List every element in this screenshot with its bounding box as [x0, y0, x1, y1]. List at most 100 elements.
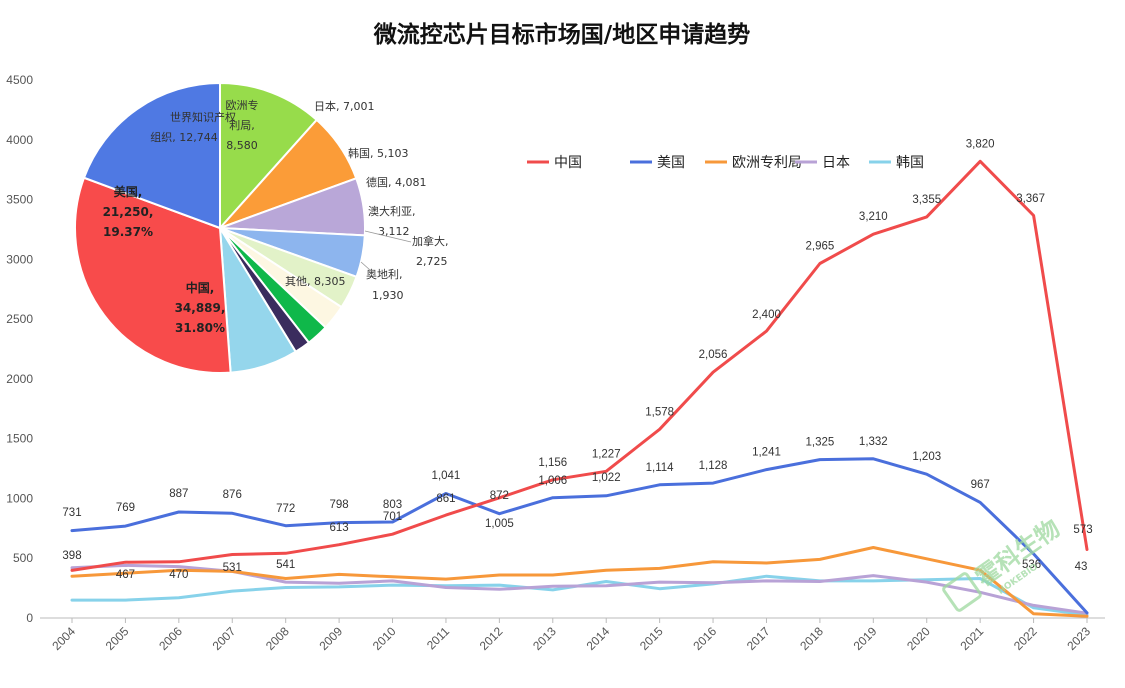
pie-label-china-name: 中国,	[186, 280, 215, 295]
pie-chart	[74, 81, 366, 374]
data-label-usa: 798	[330, 499, 349, 511]
data-label-usa: 772	[276, 503, 295, 515]
legend: 中国 美国 欧洲专利局 日本 韩国	[527, 155, 924, 171]
x-tick-label: 2012	[477, 624, 506, 653]
data-label-china: 467	[116, 569, 135, 581]
data-label-usa: 1,203	[912, 451, 941, 463]
pie-label-wipo-line2: 组织, 12,744	[150, 130, 217, 144]
pie-label-china-value: 34,889,	[175, 301, 226, 315]
pie-label-japan: 日本, 7,001	[314, 99, 374, 113]
pie-label-canada-line1: 加拿大,	[412, 234, 449, 248]
data-label-china: 541	[276, 559, 295, 571]
chart-title: 微流控芯片目标市场国/地区申请趋势	[373, 21, 750, 48]
data-label-usa: 769	[116, 502, 135, 514]
data-label-usa: 1,114	[646, 462, 675, 474]
pie-label-other: 其他, 8,305	[285, 275, 345, 288]
y-tick-label: 1500	[6, 432, 33, 446]
data-label-usa: 803	[383, 499, 402, 511]
x-tick-label: 2011	[424, 624, 452, 652]
pie-label-korea: 韩国, 5,103	[348, 146, 408, 160]
y-tick-label: 0	[26, 611, 33, 625]
series-line-1	[70, 457, 1089, 615]
y-tick-label: 2000	[6, 372, 33, 386]
series-line-2	[70, 546, 1089, 618]
x-tick-label: 2007	[210, 624, 239, 653]
x-tick-label: 2014	[584, 624, 613, 653]
x-tick-label: 2005	[103, 624, 132, 653]
y-tick-label: 2500	[6, 312, 33, 326]
data-label-china: 613	[330, 522, 349, 534]
x-tick-label: 2019	[851, 624, 880, 653]
pie-slice	[82, 81, 221, 230]
data-label-china: 1,156	[538, 457, 567, 469]
x-tick-label: 2023	[1064, 624, 1093, 653]
data-label-china: 701	[383, 511, 402, 523]
data-label-usa: 1,022	[592, 472, 621, 484]
pie-label-australia-line2: 3,112	[378, 225, 410, 238]
x-tick-label: 2018	[797, 624, 826, 653]
x-tick-label: 2004	[49, 624, 78, 653]
legend-label: 中国	[554, 155, 582, 171]
data-label-usa: 872	[490, 490, 509, 502]
data-label-usa: 43	[1075, 561, 1088, 573]
pie-label-austria-line1: 奥地利,	[366, 267, 403, 281]
pie-label-usa-name: 美国,	[114, 184, 143, 199]
data-label-china: 531	[223, 562, 242, 574]
data-label-china: 3,820	[966, 138, 995, 150]
x-tick-label: 2009	[316, 624, 345, 653]
pie-label-epo-line2: 利局,	[229, 119, 255, 132]
pie-label-australia-line1: 澳大利亚,	[368, 204, 416, 218]
y-tick-label: 4000	[6, 133, 33, 147]
pie-label-epo-line3: 8,580	[226, 139, 258, 152]
data-label-china: 1,227	[592, 448, 621, 460]
data-label-usa: 1,325	[806, 437, 835, 449]
x-tick-label: 2006	[156, 624, 185, 653]
data-label-china: 2,400	[752, 309, 781, 321]
data-label-usa: 536	[1022, 559, 1041, 571]
watermark-logo-icon	[942, 572, 982, 612]
x-tick-label: 2016	[690, 624, 719, 653]
pie-slice	[219, 81, 319, 231]
series-line-4	[70, 574, 1089, 617]
legend-label: 欧洲专利局	[732, 155, 802, 171]
x-tick-label: 2010	[370, 624, 399, 653]
pie-label-wipo-line1: 世界知识产权	[170, 110, 236, 124]
legend-label: 日本	[822, 155, 850, 171]
pie-slice	[74, 176, 232, 374]
data-label-china: 861	[436, 493, 455, 505]
y-tick-label: 500	[13, 551, 33, 565]
data-label-usa: 1,332	[859, 436, 888, 448]
data-label-usa: 887	[169, 488, 188, 500]
pie-label-austria-line2: 1,930	[372, 289, 404, 302]
y-tick-label: 3500	[6, 193, 33, 207]
data-label-china: 3,367	[1016, 193, 1045, 205]
x-tick-label: 2013	[530, 624, 559, 653]
pie-label-canada-line2: 2,725	[416, 255, 448, 268]
data-label-china: 1,005	[485, 518, 514, 530]
data-label-china: 2,965	[806, 241, 835, 253]
x-tick-label: 2021	[957, 624, 986, 653]
y-tick-label: 3000	[6, 252, 33, 266]
x-tick-label: 2015	[637, 624, 666, 653]
data-label-china: 3,210	[859, 211, 888, 223]
legend-label: 美国	[657, 155, 685, 171]
series-line-0	[70, 159, 1089, 572]
data-label-usa: 1,006	[538, 475, 567, 487]
pie-labels: 中国, 34,889, 31.80% 美国, 21,250, 19.37% 世界…	[103, 98, 449, 335]
pie-label-germany: 德国, 4,081	[366, 175, 426, 189]
pie-leader-lines	[360, 230, 412, 271]
data-label-china: 2,056	[699, 349, 728, 361]
pie-label-usa-pct: 19.37%	[103, 225, 153, 239]
x-tick-label: 2020	[904, 624, 933, 653]
pie-label-china-pct: 31.80%	[175, 321, 225, 335]
data-label-layer: 398 467 470 531 541 613 701 861 1,005 1,156 1,227 1…	[62, 138, 1092, 581]
x-tick-label: 2022	[1011, 624, 1040, 653]
line-layer	[70, 159, 1089, 618]
data-label-china: 398	[62, 550, 81, 562]
data-label-china: 470	[169, 569, 188, 581]
x-tick-label: 2017	[744, 624, 773, 653]
data-label-usa: 731	[62, 507, 81, 519]
data-label-usa: 1,041	[432, 470, 461, 482]
